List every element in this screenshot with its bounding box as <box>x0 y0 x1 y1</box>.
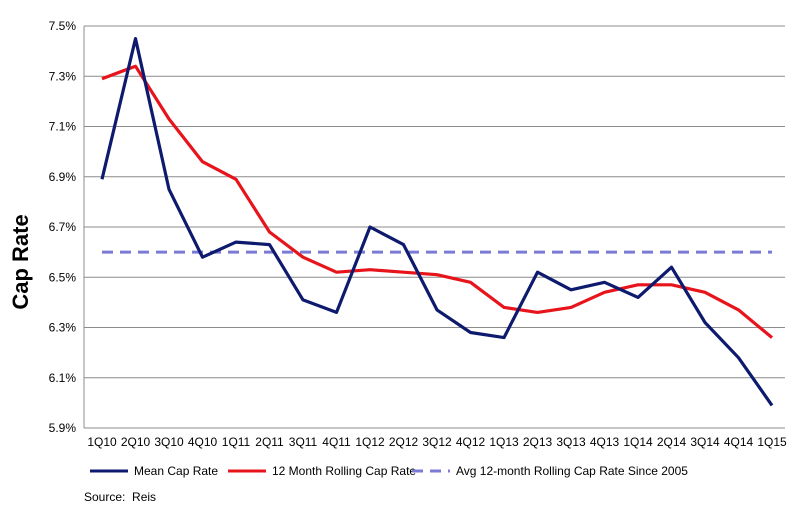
series-lines <box>100 36 774 407</box>
x-tick-label: 1Q15 <box>757 435 787 449</box>
x-tick-label: 3Q14 <box>690 435 720 449</box>
source-note: Source: Reis <box>84 490 156 504</box>
x-tick-label: 2Q13 <box>523 435 553 449</box>
y-axis-title-group: Cap Rate <box>8 214 33 309</box>
legend-label-2: Avg 12-month Rolling Cap Rate Since 2005 <box>456 464 688 478</box>
legend-label-1: 12 Month Rolling Cap Rate <box>272 464 416 478</box>
y-tick-label: 7.5% <box>49 19 77 33</box>
y-tick-label: 5.9% <box>49 421 77 435</box>
legend-label-0: Mean Cap Rate <box>134 464 218 478</box>
x-tick-label: 4Q14 <box>724 435 754 449</box>
x-tick-label: 2Q11 <box>255 435 284 449</box>
x-tick-label: 1Q14 <box>623 435 653 449</box>
x-tick-label: 1Q11 <box>222 435 251 449</box>
x-tick-label: 2Q12 <box>389 435 419 449</box>
x-tick-label: 1Q13 <box>489 435 519 449</box>
x-tick-label: 3Q10 <box>154 435 184 449</box>
x-tick-label: 2Q10 <box>121 435 151 449</box>
x-tick-label: 4Q11 <box>322 435 351 449</box>
x-tick-label: 3Q12 <box>422 435 452 449</box>
source-value: Reis <box>132 490 157 504</box>
series-line-1 <box>101 64 774 339</box>
x-tick-label: 2Q14 <box>657 435 687 449</box>
y-tick-label: 7.3% <box>49 69 77 83</box>
y-tick-label: 6.7% <box>49 220 77 234</box>
x-tick-label: 1Q12 <box>355 435 385 449</box>
x-tick-label: 4Q13 <box>590 435 620 449</box>
y-tick-label: 6.3% <box>49 321 77 335</box>
y-tick-label: 7.1% <box>49 120 77 134</box>
y-tick-label: 6.9% <box>49 170 77 184</box>
legend: Mean Cap Rate 12 Month Rolling Cap Rate Av… <box>90 464 688 478</box>
y-tick-labels: 5.9% 6.1% 6.3% 6.5% 6.7% 6.9% 7.1% 7.3% 7.5% <box>49 19 77 435</box>
x-tick-label: 3Q11 <box>289 435 318 449</box>
source-label: Source: <box>84 490 126 504</box>
x-tick-label: 3Q13 <box>556 435 586 449</box>
y-tick-label: 6.1% <box>49 371 77 385</box>
y-tick-label: 6.5% <box>49 270 77 284</box>
x-tick-label: 1Q10 <box>87 435 117 449</box>
gridlines <box>83 25 785 429</box>
y-axis-title: Cap Rate <box>8 214 33 309</box>
x-tick-labels: 1Q10 2Q10 3Q10 4Q10 1Q11 2Q11 3Q11 4Q11 1Q12 2Q12… <box>87 435 787 449</box>
x-tick-label: 4Q12 <box>456 435 486 449</box>
x-tick-label: 4Q10 <box>188 435 218 449</box>
series-line-0 <box>100 36 774 407</box>
